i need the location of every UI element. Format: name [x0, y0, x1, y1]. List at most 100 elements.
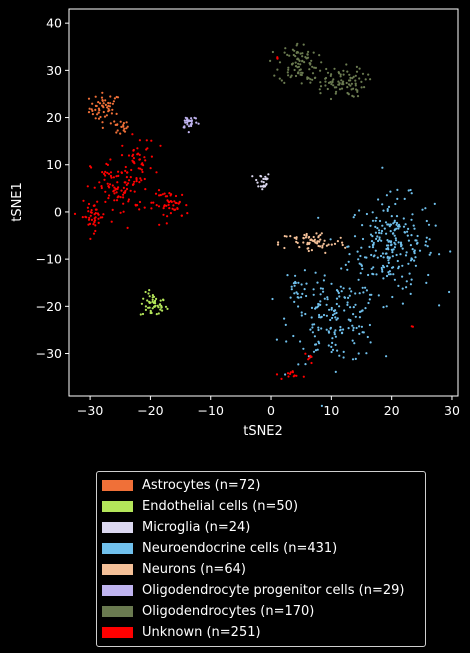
data-point: [99, 115, 102, 119]
data-point: [315, 232, 318, 235]
data-point: [288, 54, 291, 57]
data-point: [335, 311, 338, 314]
data-point: [342, 328, 345, 331]
data-point: [324, 251, 327, 254]
data-point: [351, 339, 354, 342]
data-point: [103, 172, 106, 175]
data-point: [109, 95, 112, 98]
data-point: [124, 181, 127, 184]
legend-item: Endothelial cells (n=50): [102, 496, 419, 517]
data-point: [401, 302, 404, 305]
data-point: [138, 181, 141, 184]
data-point: [87, 210, 90, 213]
data-point: [410, 325, 413, 328]
data-point: [372, 241, 375, 244]
data-point: [319, 287, 322, 290]
data-point: [285, 340, 288, 343]
data-point: [413, 259, 416, 262]
data-point: [150, 207, 153, 210]
data-point: [426, 245, 429, 248]
data-point: [320, 232, 323, 235]
data-point: [159, 308, 162, 311]
data-point: [331, 80, 334, 83]
legend-swatch: [102, 627, 133, 638]
data-point: [330, 83, 333, 86]
data-point: [296, 42, 299, 45]
data-point: [97, 217, 100, 220]
data-point: [340, 87, 344, 90]
data-point: [117, 174, 120, 177]
data-point: [116, 96, 120, 99]
legend-label: Astrocytes (n=72): [142, 478, 261, 493]
data-point: [125, 121, 128, 124]
data-point: [376, 256, 379, 259]
data-point: [102, 110, 105, 114]
data-point: [302, 241, 305, 244]
data-point: [362, 331, 365, 334]
data-point: [94, 212, 97, 215]
x-tick-label: 0: [267, 403, 275, 418]
data-point: [378, 238, 381, 241]
x-axis-label: tSNE2: [243, 424, 283, 439]
data-point: [361, 224, 364, 227]
data-point: [157, 189, 161, 192]
data-point: [88, 107, 91, 110]
data-point: [168, 192, 171, 195]
data-point: [380, 229, 384, 233]
data-point: [361, 237, 365, 241]
data-point: [128, 179, 131, 182]
data-point: [317, 305, 320, 308]
data-point: [375, 237, 378, 240]
data-point: [429, 251, 432, 254]
data-point: [449, 250, 452, 253]
data-point: [286, 372, 290, 375]
data-point: [397, 227, 400, 230]
data-point: [347, 79, 351, 82]
data-point: [138, 158, 141, 161]
data-point: [319, 300, 322, 303]
data-point: [107, 172, 111, 175]
data-point: [305, 282, 308, 285]
data-point: [129, 189, 132, 192]
data-point: [260, 180, 263, 183]
series-7-points: [73, 56, 414, 380]
data-point: [387, 273, 391, 276]
data-point: [334, 316, 337, 319]
data-point: [346, 301, 349, 304]
data-point: [284, 323, 287, 326]
data-point: [144, 305, 147, 308]
data-point: [140, 179, 143, 182]
data-point: [114, 187, 117, 190]
data-point: [303, 61, 306, 64]
data-point: [108, 109, 111, 112]
data-point: [398, 225, 401, 228]
data-point: [310, 355, 313, 358]
data-point: [280, 79, 283, 82]
data-point: [319, 316, 322, 319]
data-point: [388, 256, 391, 259]
data-point: [152, 201, 155, 204]
data-point: [392, 273, 395, 276]
data-point: [327, 330, 330, 333]
legend-swatch: [102, 543, 133, 554]
data-point: [94, 216, 97, 219]
data-point: [295, 236, 298, 239]
data-point: [124, 189, 127, 192]
data-point: [94, 219, 97, 222]
series-3-points: [271, 166, 452, 407]
data-point: [261, 185, 264, 188]
data-point: [324, 80, 327, 83]
data-point: [87, 218, 91, 221]
data-point: [154, 299, 157, 302]
data-point: [381, 270, 384, 273]
data-point: [291, 48, 294, 51]
data-point: [424, 207, 427, 210]
data-point: [309, 63, 312, 66]
data-point: [290, 288, 293, 291]
data-point: [381, 268, 384, 271]
data-point: [312, 350, 316, 353]
data-point: [347, 83, 351, 86]
data-point: [394, 237, 397, 240]
data-point: [321, 287, 324, 290]
data-point: [90, 209, 93, 212]
